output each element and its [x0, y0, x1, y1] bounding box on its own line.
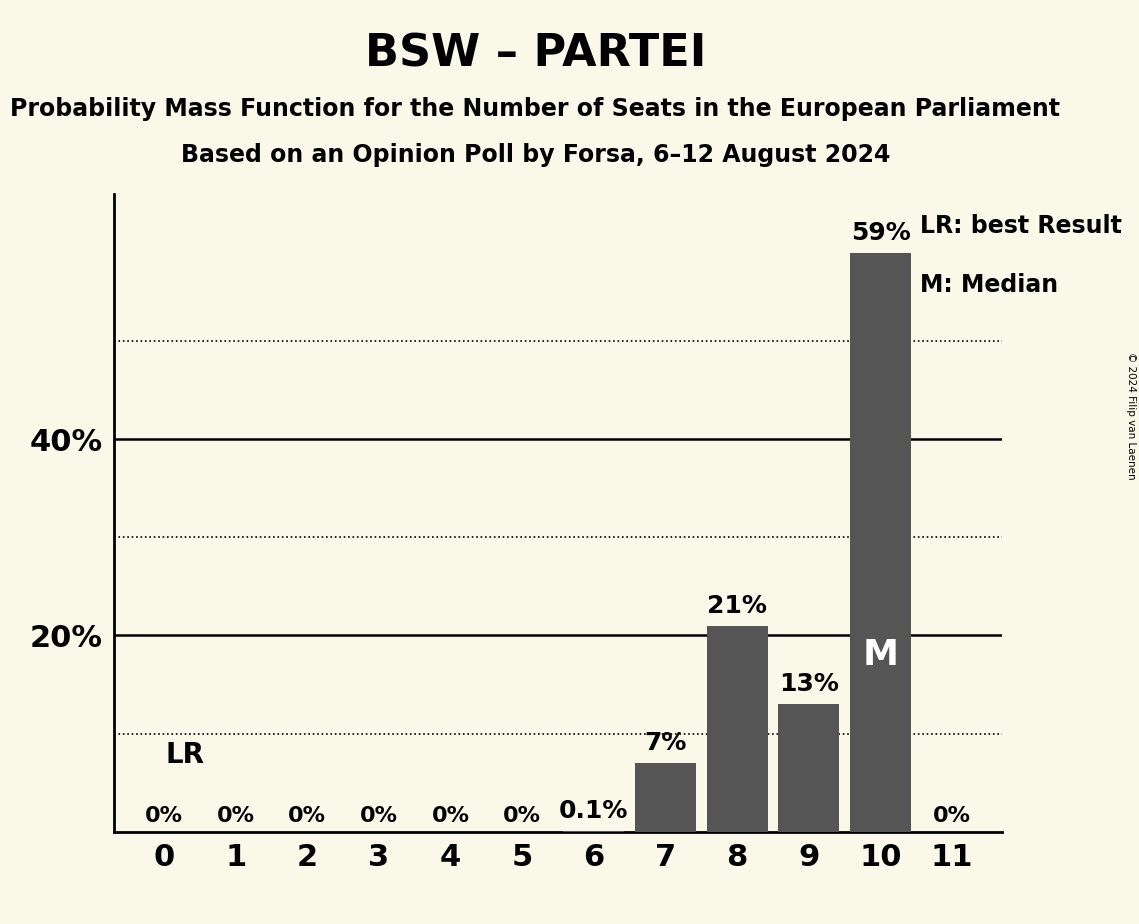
Text: 21%: 21% — [707, 594, 768, 618]
Text: 0%: 0% — [288, 806, 327, 826]
Text: 0%: 0% — [145, 806, 183, 826]
Bar — [564, 831, 624, 832]
Text: LR: LR — [165, 741, 205, 770]
Text: M: Median: M: Median — [920, 273, 1058, 297]
Bar — [636, 763, 696, 832]
Text: 0.1%: 0.1% — [559, 798, 629, 822]
Text: 0%: 0% — [933, 806, 972, 826]
Text: 0%: 0% — [360, 806, 398, 826]
Text: BSW – PARTEI: BSW – PARTEI — [364, 32, 706, 76]
Text: 13%: 13% — [779, 673, 838, 697]
Bar — [707, 626, 768, 832]
Text: Based on an Opinion Poll by Forsa, 6–12 August 2024: Based on an Opinion Poll by Forsa, 6–12 … — [181, 143, 890, 167]
Bar — [850, 253, 911, 832]
Text: 0%: 0% — [432, 806, 469, 826]
Text: LR: best Result: LR: best Result — [920, 213, 1122, 237]
Text: © 2024 Filip van Laenen: © 2024 Filip van Laenen — [1126, 352, 1136, 480]
Text: M: M — [862, 638, 899, 672]
Text: 0%: 0% — [503, 806, 541, 826]
Text: 7%: 7% — [645, 731, 687, 755]
Text: Probability Mass Function for the Number of Seats in the European Parliament: Probability Mass Function for the Number… — [10, 97, 1060, 121]
Bar — [778, 704, 839, 832]
Text: 59%: 59% — [851, 221, 910, 245]
Text: 0%: 0% — [216, 806, 255, 826]
